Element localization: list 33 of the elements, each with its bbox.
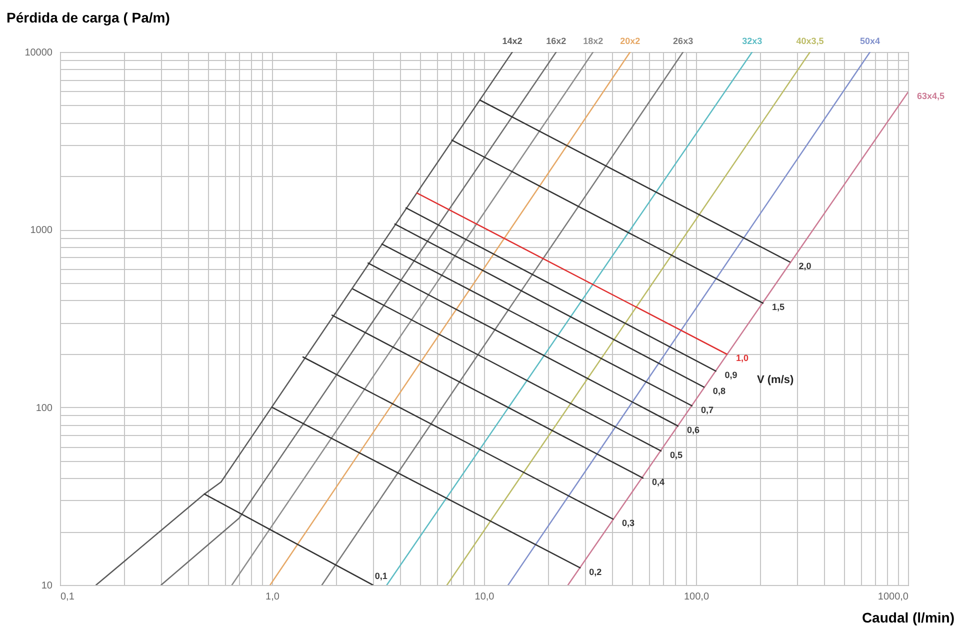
series-label: 14x2 — [502, 36, 522, 46]
x-tick-label: 0,1 — [60, 592, 75, 602]
series-label: 1,0 — [736, 353, 748, 364]
series-label: 26x3 — [673, 36, 694, 46]
x-tick-label: 10,0 — [474, 592, 495, 602]
series-label: 32x3 — [742, 36, 762, 46]
y-tick-label: 1000 — [30, 225, 53, 236]
series-label: 0,3 — [622, 518, 635, 528]
series-label: 0,4 — [652, 477, 664, 488]
series-label: 0,6 — [686, 425, 700, 436]
series-label: 1,5 — [772, 302, 784, 312]
annotation: V (m/s) — [757, 374, 794, 386]
y-tick-label: 10 — [41, 580, 53, 592]
x-tick-label: 100,0 — [684, 592, 710, 602]
series-label: 63x4,5 — [917, 91, 945, 102]
series-label: 50x4 — [860, 36, 880, 46]
series-label: 20x2 — [620, 36, 640, 46]
series-label: 0,5 — [670, 450, 683, 460]
x-tick-label: 1000,0 — [878, 592, 909, 602]
y-tick-label: 10000 — [24, 48, 53, 58]
series-label: 0,1 — [374, 571, 388, 581]
x-tick-label: 1,0 — [266, 592, 280, 602]
y-tick-label: 100 — [36, 402, 53, 414]
series-label: 0,7 — [700, 404, 714, 415]
series-label: 16x2 — [546, 36, 566, 46]
series-label: 2,0 — [798, 260, 812, 271]
series-label: 0,9 — [724, 370, 738, 380]
series-label: 40x3,5 — [796, 36, 824, 46]
series-label: 18x2 — [583, 36, 604, 46]
series-label: 0,8 — [712, 386, 726, 396]
y-axis-title: Pérdida de carga ( Pa/m) — [6, 10, 170, 26]
series-label: 0,2 — [589, 566, 602, 577]
x-axis-title: Caudal (l/min) — [862, 610, 954, 626]
